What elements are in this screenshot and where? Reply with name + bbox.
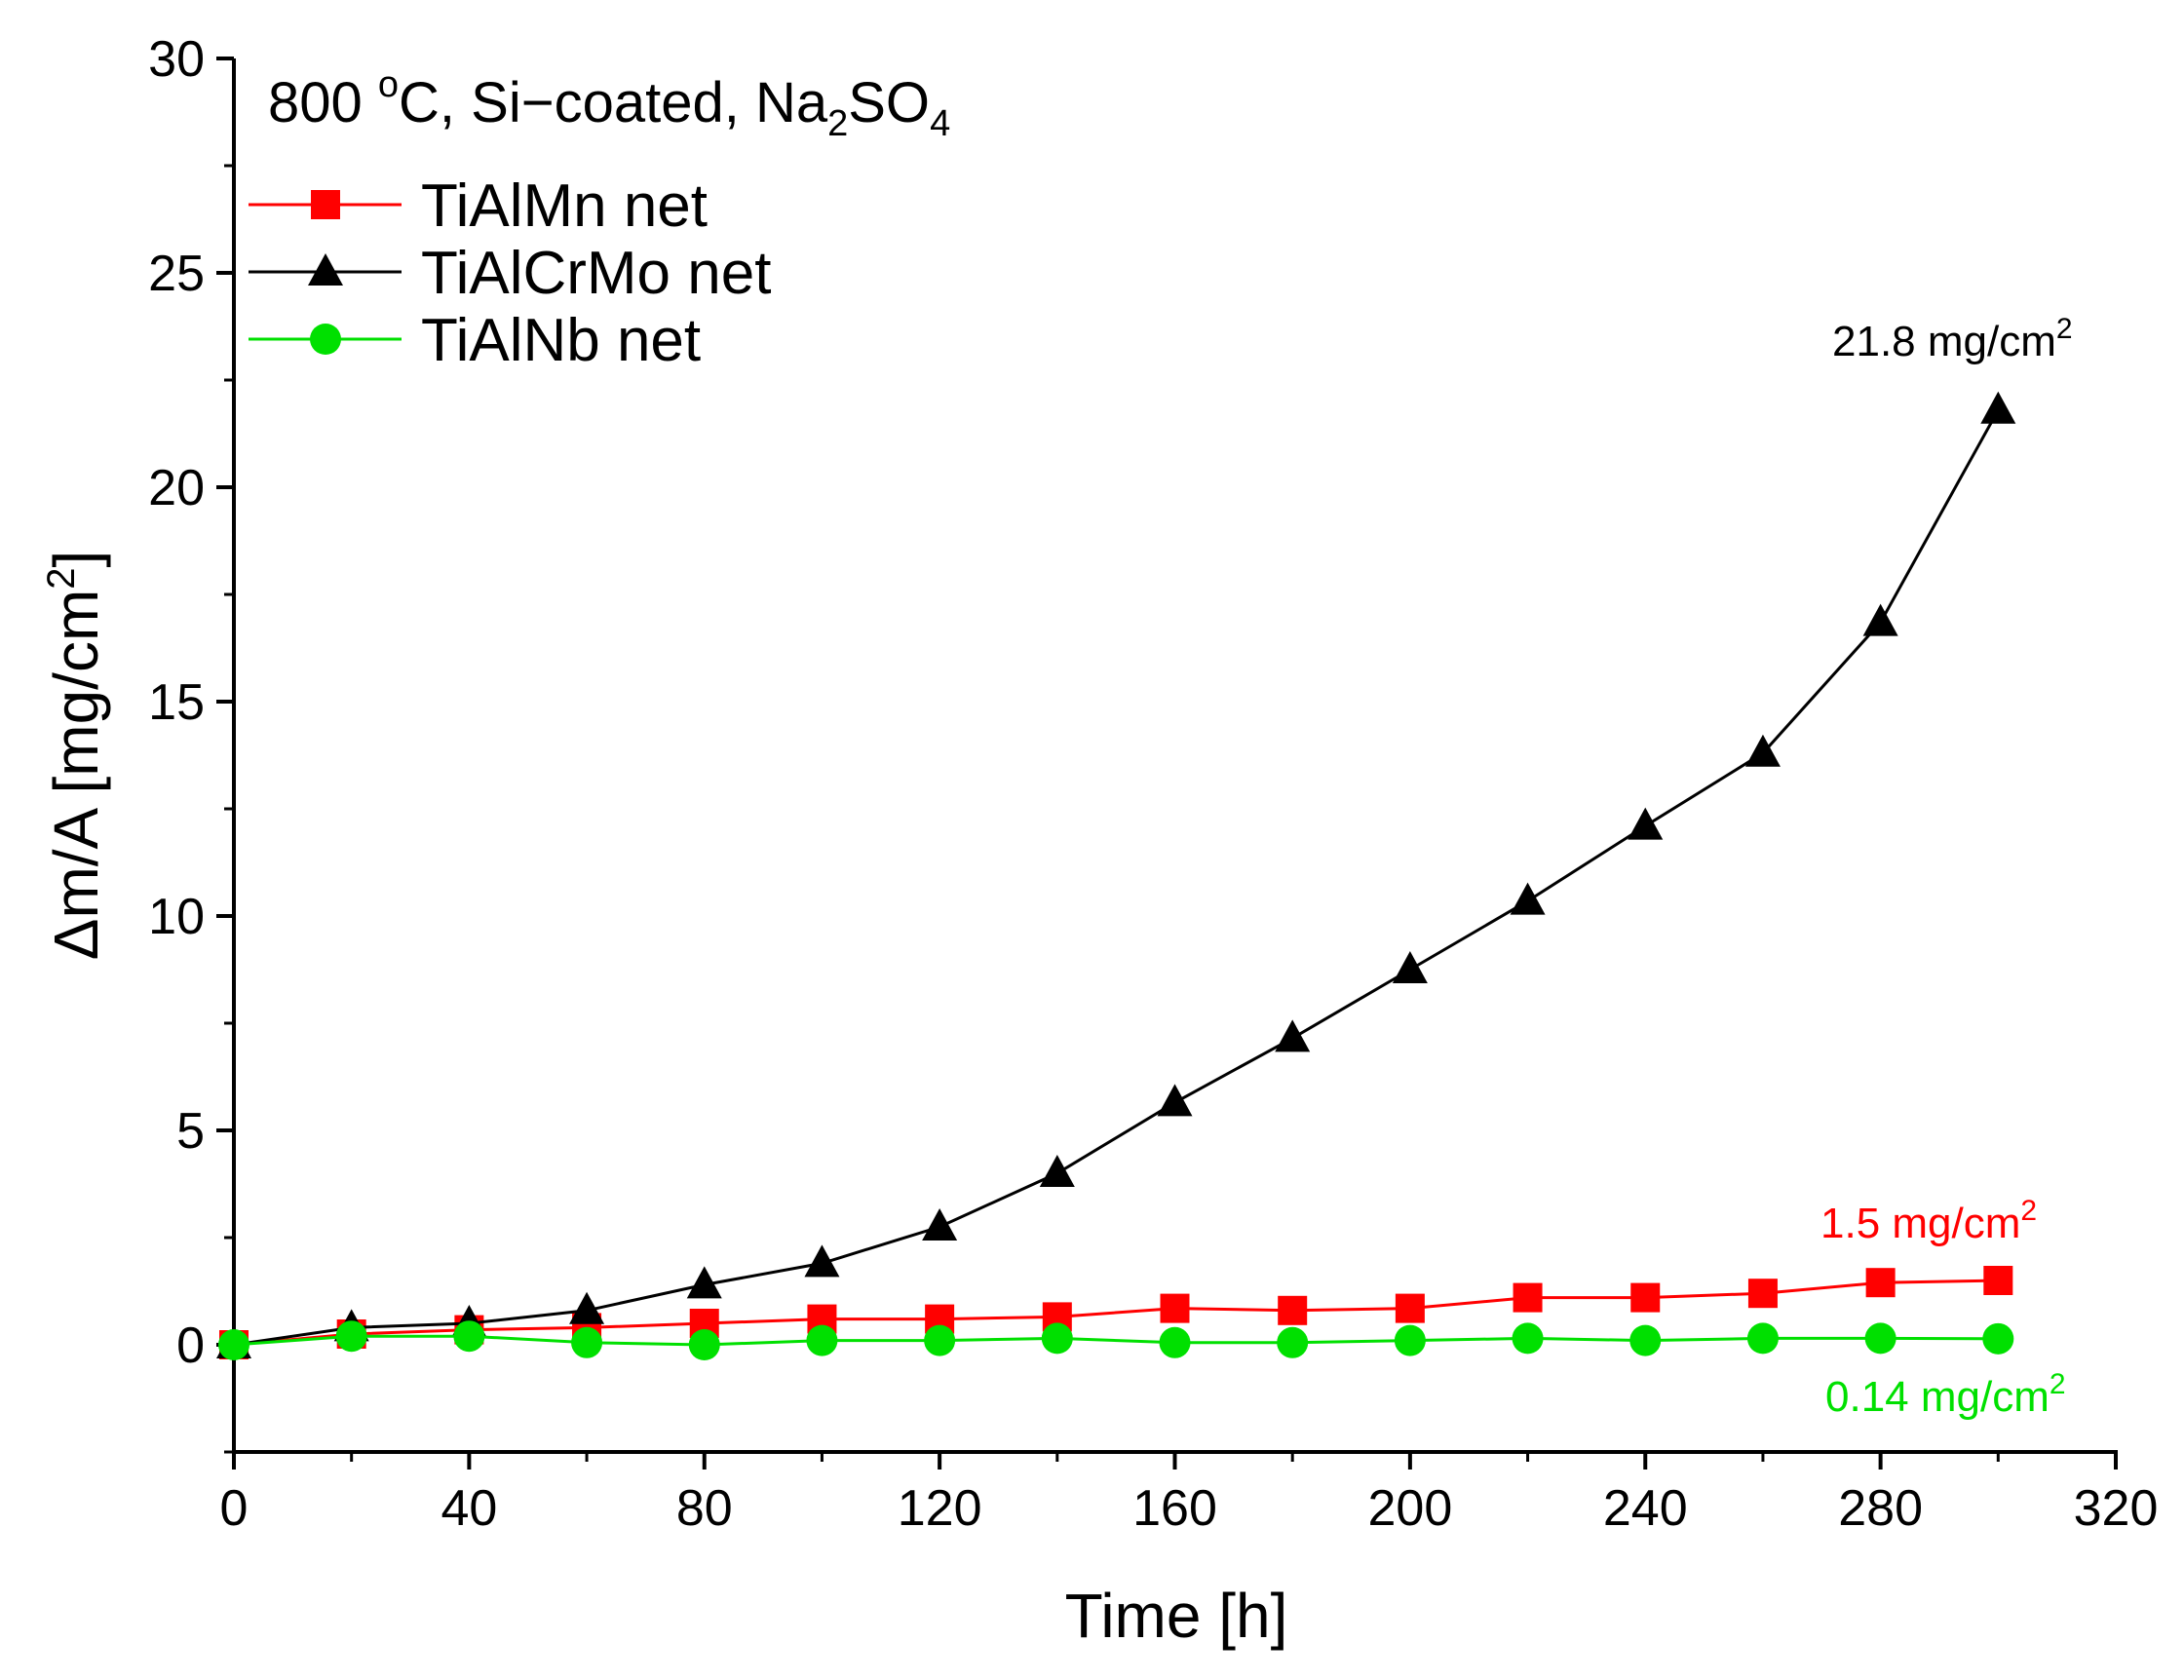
condition-mid: SO	[848, 71, 930, 134]
legend-marker-circle	[310, 324, 341, 355]
data-point-tialnb-net	[1512, 1322, 1544, 1355]
data-point-tialnb-net	[688, 1329, 720, 1360]
data-point-tialcrmo-net	[1157, 1084, 1193, 1117]
data-point-tialcrmo-net	[1744, 734, 1781, 767]
data-point-tialcrmo-net	[1862, 603, 1898, 636]
y-tick-label: 15	[148, 674, 205, 731]
legend-item-tialnb: TiAlNb net	[249, 307, 701, 374]
data-point-tialnb-net	[1159, 1326, 1191, 1358]
x-tick-label: 280	[1838, 1480, 1923, 1537]
y-axis-title-main: Δm/A [mg/cm	[41, 590, 111, 961]
data-point-tialcrmo-net	[1275, 1019, 1311, 1052]
series-line-tialnb-net	[233, 1334, 1999, 1347]
data-point-tialmn-net	[1160, 1293, 1190, 1323]
x-axis-title: Time [h]	[1065, 1581, 1288, 1651]
data-point-tialmn-net	[1513, 1282, 1543, 1313]
annotation-tialcrmo-sup: 2	[2056, 313, 2073, 345]
y-tick-label: 25	[148, 246, 205, 302]
series-layer	[216, 391, 2016, 1360]
y-tick-label: 20	[148, 460, 205, 516]
legend-marker-triangle	[308, 253, 343, 286]
series-tialcrmo-net	[216, 391, 2016, 1358]
legend-marker-square	[311, 190, 340, 219]
annotation-tialmn-sup: 2	[2020, 1195, 2037, 1227]
condition-text: C, Si−coated, Na	[399, 71, 828, 134]
legend-label-tialnb: TiAlNb net	[421, 307, 701, 374]
data-point-tialcrmo-net	[1392, 951, 1428, 983]
y-axis-title-close: ]	[41, 551, 111, 568]
condition-prefix: 800	[268, 71, 378, 134]
series-tialmn-net	[219, 1266, 2013, 1359]
legend-label-tialcrmo: TiAlCrMo net	[421, 240, 771, 307]
series-tialnb-net	[218, 1320, 2014, 1360]
condition-sub2: 4	[930, 103, 950, 144]
data-point-tialmn-net	[1630, 1282, 1661, 1313]
annotation-tialmn: 1.5 mg/cm2	[1820, 1195, 2037, 1247]
data-point-tialmn-net	[1747, 1279, 1778, 1309]
y-axis-title: Δm/A [mg/cm2]	[40, 551, 111, 961]
legend: TiAlMn net TiAlCrMo net TiAlNb net	[249, 172, 771, 374]
x-tick-label: 40	[441, 1480, 497, 1537]
x-tick-label: 120	[898, 1480, 982, 1537]
annotations: 21.8 mg/cm2 1.5 mg/cm2 0.14 mg/cm2	[1820, 313, 2073, 1421]
data-point-tialnb-net	[806, 1324, 838, 1356]
data-point-tialnb-net	[1982, 1322, 2014, 1355]
data-point-tialnb-net	[1277, 1326, 1309, 1358]
data-point-tialcrmo-net	[1510, 882, 1546, 915]
data-point-tialnb-net	[1629, 1324, 1662, 1356]
condition-sub1: 2	[827, 103, 848, 144]
x-tick-label: 240	[1603, 1480, 1688, 1537]
data-point-tialnb-net	[1041, 1322, 1073, 1355]
data-point-tialmn-net	[1278, 1295, 1308, 1325]
data-point-tialcrmo-net	[686, 1266, 722, 1299]
data-point-tialcrmo-net	[804, 1244, 840, 1278]
data-point-tialcrmo-net	[1980, 391, 2016, 424]
x-ticks: 0 40 80 120 160 200 240 280 320	[220, 1452, 2159, 1537]
data-point-tialcrmo-net	[922, 1208, 958, 1241]
data-point-tialnb-net	[1746, 1322, 1779, 1355]
annotation-tialcrmo: 21.8 mg/cm2	[1832, 313, 2073, 365]
x-tick-label: 160	[1132, 1480, 1217, 1537]
legend-label-tialmn: TiAlMn net	[421, 172, 708, 240]
annotation-tialnb-text: 0.14 mg/cm	[1825, 1373, 2050, 1421]
condition-degree: o	[378, 64, 399, 105]
data-point-tialnb-net	[453, 1320, 485, 1353]
data-point-tialmn-net	[1395, 1293, 1425, 1323]
x-tick-label: 80	[676, 1480, 733, 1537]
y-ticks: 0 5 10 15 20 25 30	[148, 31, 234, 1454]
annotation-tialnb-sup: 2	[2050, 1368, 2066, 1400]
data-point-tialnb-net	[571, 1326, 603, 1358]
annotation-tialnb: 0.14 mg/cm2	[1825, 1368, 2066, 1421]
legend-item-tialmn: TiAlMn net	[249, 172, 708, 240]
data-point-tialnb-net	[1394, 1324, 1426, 1356]
x-tick-label: 200	[1367, 1480, 1452, 1537]
data-point-tialnb-net	[218, 1329, 249, 1360]
data-point-tialnb-net	[335, 1320, 367, 1353]
annotation-tialmn-text: 1.5 mg/cm	[1820, 1200, 2020, 1247]
data-point-tialnb-net	[924, 1324, 956, 1356]
y-tick-label: 5	[176, 1103, 205, 1160]
legend-item-tialcrmo: TiAlCrMo net	[249, 240, 771, 307]
y-tick-label: 10	[148, 889, 205, 945]
y-tick-label: 30	[148, 31, 205, 88]
condition-label: 800 oC, Si−coated, Na2SO4	[268, 64, 950, 144]
data-point-tialnb-net	[1864, 1322, 1897, 1355]
y-tick-label: 0	[176, 1317, 205, 1374]
series-line-tialmn-net	[233, 1279, 1999, 1347]
data-point-tialcrmo-net	[1628, 807, 1664, 840]
x-tick-label: 320	[2074, 1480, 2159, 1537]
series-line-tialcrmo-net	[233, 409, 2000, 1347]
data-point-tialcrmo-net	[569, 1291, 605, 1324]
data-point-tialcrmo-net	[1039, 1155, 1075, 1187]
annotation-tialcrmo-text: 21.8 mg/cm	[1832, 318, 2056, 365]
x-tick-label: 0	[220, 1480, 249, 1537]
data-point-tialmn-net	[1865, 1268, 1896, 1298]
y-axis-title-sup: 2	[40, 567, 83, 589]
data-point-tialmn-net	[1983, 1266, 2013, 1295]
